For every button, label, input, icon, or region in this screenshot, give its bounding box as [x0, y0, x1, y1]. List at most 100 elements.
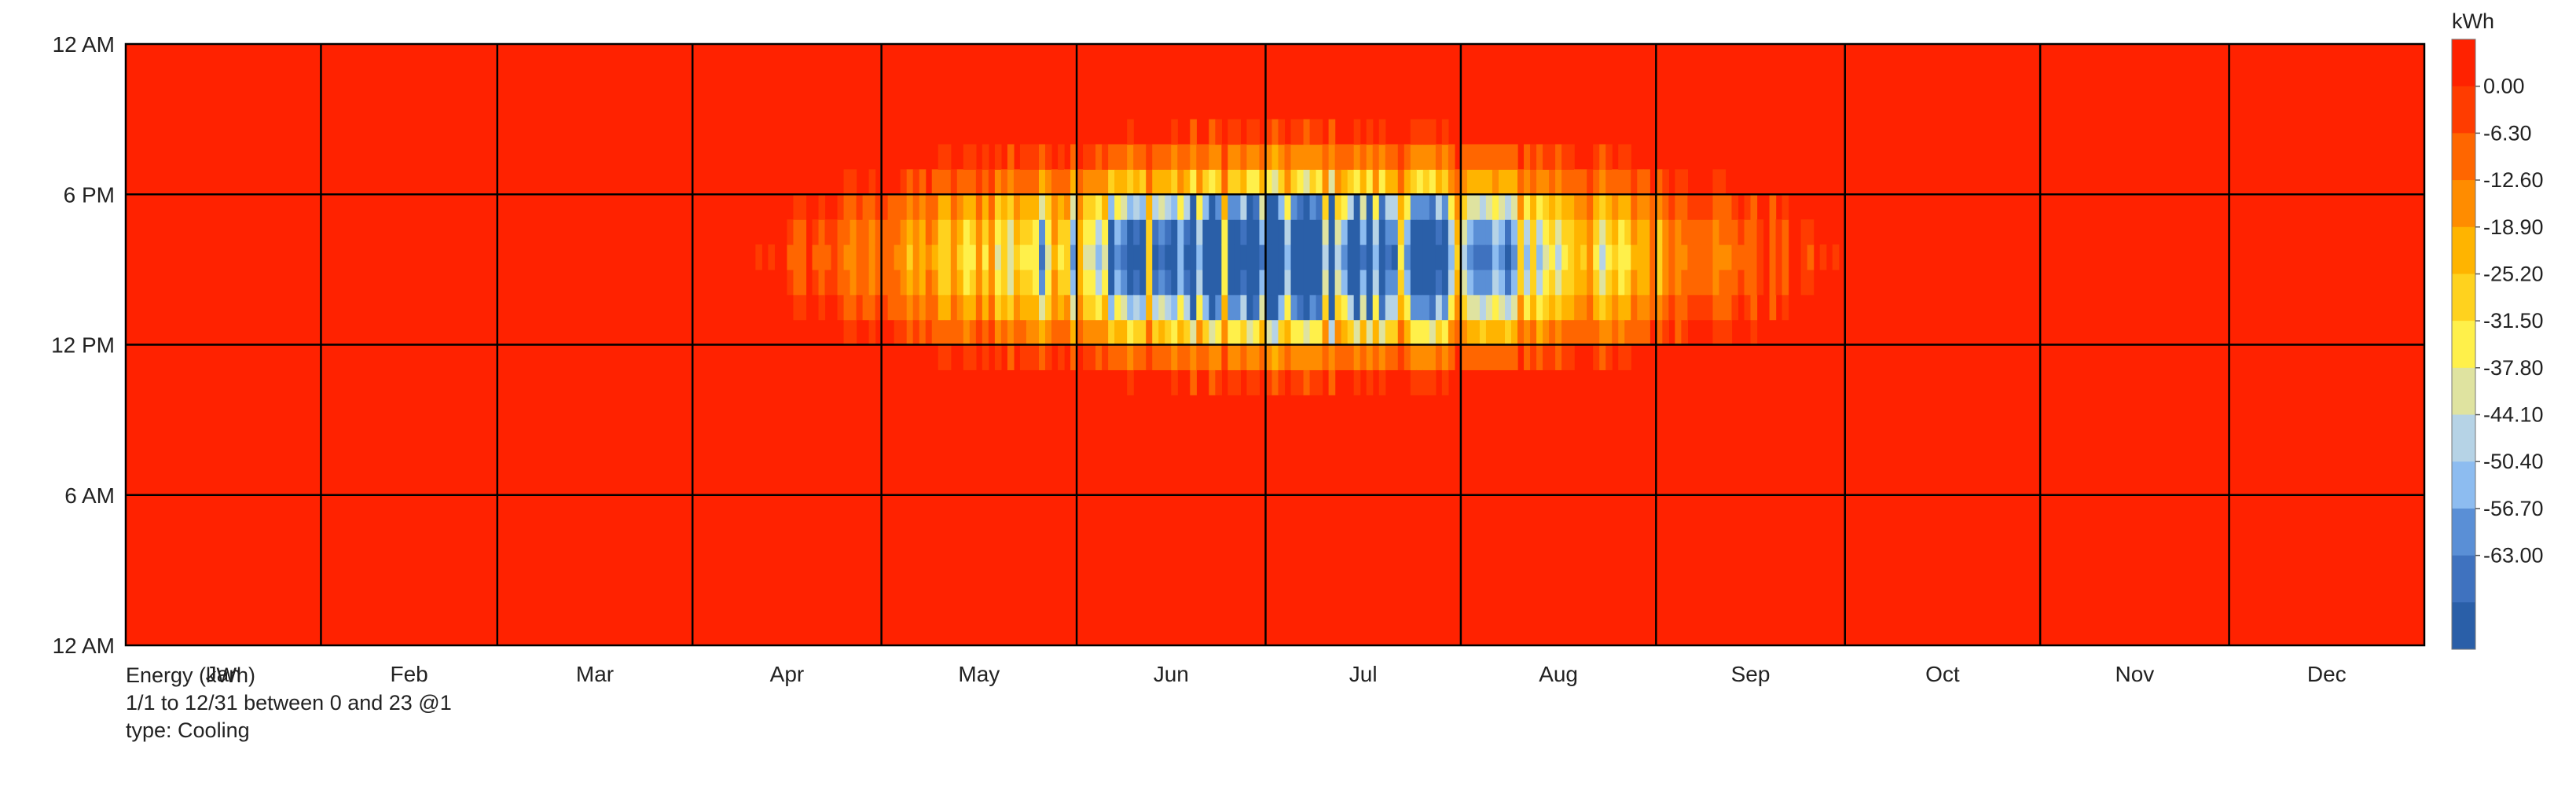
heatmap-cell: [1517, 269, 1525, 296]
heatmap-cell: [1284, 244, 1292, 270]
heatmap-cell: [1618, 144, 1625, 170]
heatmap-cell: [1158, 319, 1165, 346]
heatmap-cell: [1422, 269, 1430, 296]
heatmap-cell: [900, 294, 908, 321]
heatmap-cell: [793, 269, 801, 296]
heatmap-cell: [1013, 244, 1021, 270]
heatmap-cell: [1202, 219, 1209, 245]
heatmap-cell: [1089, 294, 1096, 321]
heatmap-cell: [1240, 269, 1248, 296]
heatmap-cell: [1700, 219, 1708, 245]
heatmap-cell: [1334, 294, 1342, 321]
heatmap-cell: [1360, 244, 1367, 270]
heatmap-cell: [1536, 319, 1543, 346]
heatmap-cell: [793, 219, 801, 245]
heatmap-cell: [1397, 269, 1405, 296]
heatmap-cell: [1290, 344, 1298, 370]
heatmap-cell: [1240, 219, 1248, 245]
heatmap-cell: [1353, 169, 1361, 195]
heatmap-cell: [906, 319, 914, 346]
y-axis-ticks: 12 AM 6 AM 12 PM 6 PM 12 AM: [51, 32, 115, 658]
heatmap-cell: [975, 319, 983, 346]
x-tick-label: Oct: [1925, 662, 1960, 686]
heatmap-cell: [875, 294, 883, 321]
heatmap-cell: [1485, 194, 1493, 220]
heatmap-cell: [1271, 344, 1279, 370]
heatmap-cell: [1215, 144, 1222, 170]
heatmap-cell: [1316, 169, 1323, 195]
heatmap-cell: [1492, 294, 1499, 321]
heatmap-cell: [1378, 369, 1386, 395]
heatmap-cell: [894, 244, 901, 270]
heatmap-cell: [1253, 119, 1260, 145]
heatmap-cell: [1441, 194, 1449, 220]
heatmap-cell: [1127, 144, 1134, 170]
heatmap-cell: [1543, 144, 1550, 170]
heatmap-cell: [1681, 269, 1688, 296]
heatmap-cell: [1102, 194, 1109, 220]
heatmap-cell: [1038, 294, 1046, 321]
heatmap-cell: [1536, 269, 1543, 296]
heatmap-cell: [1466, 244, 1474, 270]
heatmap-cell: [1297, 369, 1305, 395]
heatmap-cell: [1202, 169, 1209, 195]
heatmap-cell: [1693, 194, 1701, 220]
heatmap-cell: [1750, 294, 1758, 321]
heatmap-cell: [900, 169, 908, 195]
heatmap-cell: [1530, 144, 1537, 170]
heatmap-cell: [1587, 244, 1594, 270]
heatmap-cell: [1095, 294, 1103, 321]
heatmap-cell: [1649, 294, 1657, 321]
plot-border: [124, 42, 2426, 647]
heatmap-cell: [1127, 244, 1134, 270]
colorbar-swatch: [2452, 367, 2475, 416]
heatmap-cell: [1731, 269, 1739, 296]
heatmap-cell: [1568, 144, 1575, 170]
heatmap-cell: [906, 294, 914, 321]
colorbar-swatch: [2452, 555, 2475, 603]
heatmap-cell: [1372, 144, 1380, 170]
heatmap-cell: [969, 319, 977, 346]
heatmap-cell: [1360, 169, 1367, 195]
heatmap-cell: [1769, 194, 1777, 220]
heatmap-cell: [944, 269, 952, 296]
heatmap-cell: [1631, 194, 1638, 220]
heatmap-cell: [1599, 244, 1606, 270]
heatmap-cell: [1397, 219, 1405, 245]
heatmap-cell: [1485, 219, 1493, 245]
heatmap-cell: [1347, 269, 1355, 296]
heatmap-cell: [1095, 194, 1103, 220]
heatmap-cell: [1656, 169, 1663, 195]
heatmap-cell: [1385, 144, 1393, 170]
heatmap-cell: [1385, 169, 1393, 195]
heatmap-cell: [1322, 244, 1330, 270]
heatmap-cell: [1511, 219, 1518, 245]
heatmap-cell: [1675, 319, 1682, 346]
heatmap-cell: [1316, 144, 1323, 170]
heatmap-cell: [1127, 294, 1134, 321]
colorbar-swatch: [2452, 226, 2475, 274]
heatmap-cell: [1605, 144, 1613, 170]
heatmap-cell: [1568, 244, 1575, 270]
heatmap-cell: [1555, 269, 1562, 296]
heatmap-cell: [1165, 244, 1172, 270]
heatmap-cell: [1498, 319, 1506, 346]
heatmap-cell: [988, 294, 996, 321]
heatmap-cell: [1378, 119, 1386, 145]
heatmap-cell: [1536, 219, 1543, 245]
heatmap-cell: [1530, 244, 1537, 270]
heatmap-cell: [1177, 244, 1184, 270]
heatmap-cell: [1561, 269, 1569, 296]
heatmap-cell: [1744, 194, 1752, 220]
heatmap-cell: [1328, 144, 1336, 170]
heatmap-cell: [1089, 169, 1096, 195]
heatmap-cell: [1171, 294, 1178, 321]
heatmap-cell: [1549, 344, 1556, 370]
heatmap-cell: [1466, 344, 1474, 370]
heatmap-cell: [787, 269, 794, 296]
heatmap-cell: [799, 194, 807, 220]
heatmap-cell: [1032, 219, 1040, 245]
heatmap-cell: [1441, 169, 1449, 195]
heatmap-cell: [1385, 194, 1393, 220]
heatmap-cell: [944, 169, 952, 195]
